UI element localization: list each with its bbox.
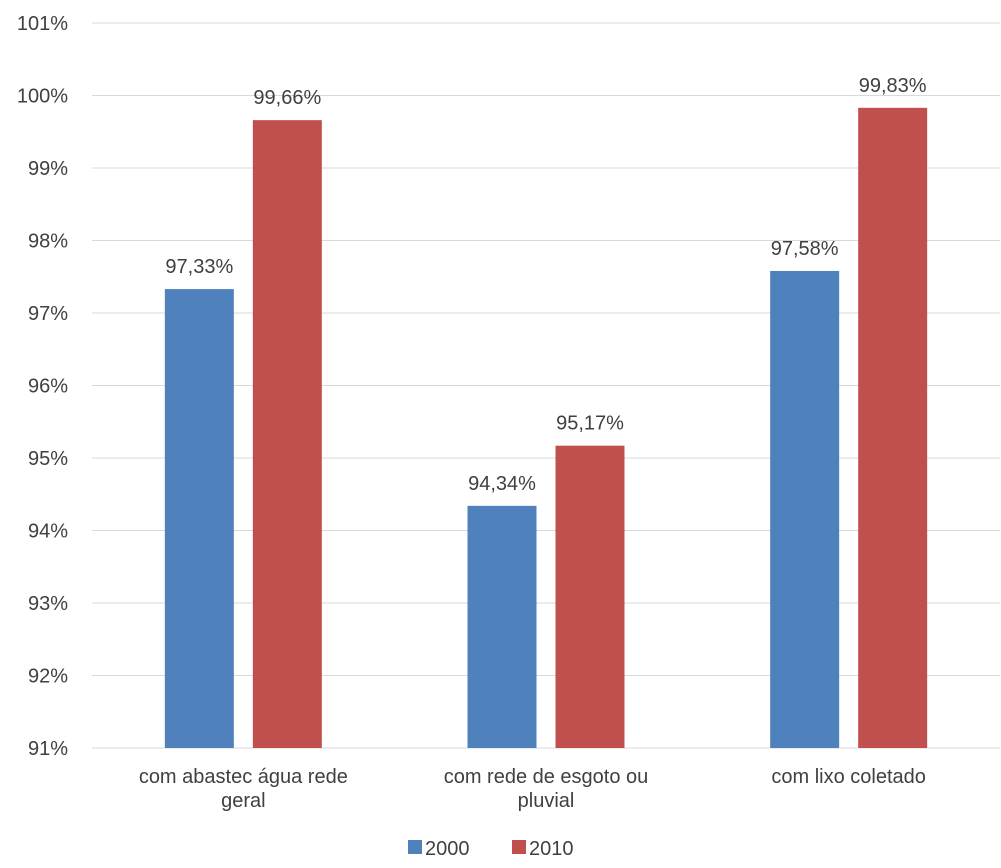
y-tick-label: 92% <box>28 666 68 688</box>
y-tick-label: 98% <box>28 231 68 253</box>
x-category-label-line: com rede de esgoto ou <box>444 766 649 788</box>
y-axis-tick-labels: 91% 92% 93% 94% 95% 96% 97% 98% 99% 100% 101% <box>17 13 68 760</box>
legend-swatch-2010 <box>512 840 526 854</box>
bar-2000 <box>770 270 840 748</box>
y-tick-label: 91% <box>28 738 68 760</box>
x-category-label: com lixo coletado <box>771 766 926 788</box>
y-tick-label: 97% <box>28 303 68 325</box>
y-tick-label: 99% <box>28 158 68 180</box>
data-label: 95,17% <box>556 413 624 435</box>
gridlines <box>92 22 1000 749</box>
bar-2010 <box>252 120 322 748</box>
legend: 2000 2010 <box>408 838 574 860</box>
x-category-label-line: com abastec água rede <box>139 766 348 788</box>
data-label: 94,34% <box>468 473 536 495</box>
data-label: 97,58% <box>771 238 839 260</box>
x-category-label-line: pluvial <box>518 790 575 812</box>
bar-2000 <box>164 289 234 748</box>
legend-swatch-2000 <box>408 840 422 854</box>
bar-2000 <box>467 505 537 748</box>
legend-label: 2010 <box>529 838 574 860</box>
x-category-label: com abastec água rede geral <box>139 766 348 812</box>
y-tick-label: 101% <box>17 13 68 35</box>
y-tick-label: 100% <box>17 86 68 108</box>
y-tick-label: 93% <box>28 593 68 615</box>
x-category-label-line: geral <box>221 790 265 812</box>
y-tick-label: 95% <box>28 448 68 470</box>
x-category-label: com rede de esgoto ou pluvial <box>444 766 649 812</box>
data-label: 99,66% <box>253 87 321 109</box>
x-category-label-line: com lixo coletado <box>771 766 926 788</box>
bars <box>164 107 928 748</box>
data-labels: 97,33% 99,66% 94,34% 95,17% 97,58% 99,83% <box>165 75 926 495</box>
y-tick-label: 96% <box>28 376 68 398</box>
data-label: 99,83% <box>859 75 927 97</box>
data-label: 97,33% <box>165 256 233 278</box>
x-axis-category-labels: com abastec água rede geral com rede de es… <box>139 766 926 812</box>
bar-2010 <box>555 445 625 748</box>
legend-label: 2000 <box>425 838 470 860</box>
bar-2010 <box>858 107 928 748</box>
y-tick-label: 94% <box>28 521 68 543</box>
